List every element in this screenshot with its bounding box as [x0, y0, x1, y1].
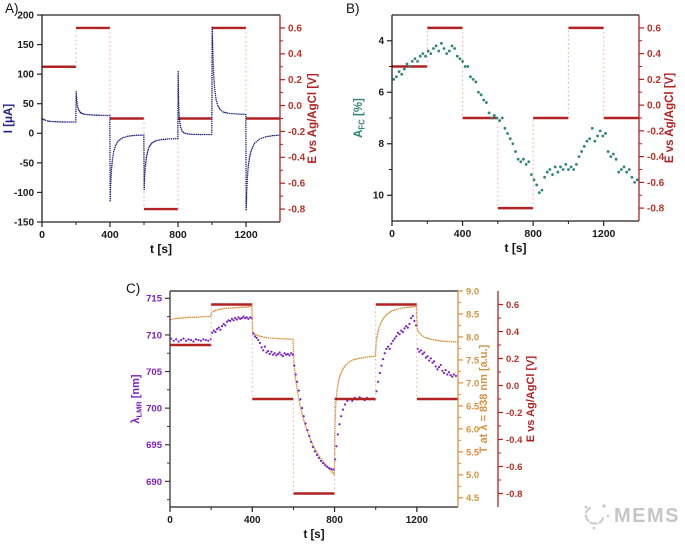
svg-text:-0.6: -0.6: [647, 178, 665, 189]
svg-text:0.2: 0.2: [506, 354, 519, 365]
panel-label-c: C): [126, 281, 141, 296]
svg-text:-0.8: -0.8: [647, 204, 665, 215]
svg-text:100: 100: [17, 70, 34, 81]
svg-text:7.0: 7.0: [466, 378, 479, 389]
svg-text:-0.2: -0.2: [506, 408, 522, 419]
svg-text:-0.4: -0.4: [288, 153, 306, 164]
svg-text:8: 8: [378, 139, 384, 150]
svg-text:710: 710: [146, 330, 162, 341]
svg-text:0.4: 0.4: [506, 327, 520, 338]
svg-text:0.2: 0.2: [288, 75, 302, 86]
svg-text:800: 800: [326, 515, 343, 526]
svg-text:0.0: 0.0: [288, 101, 302, 112]
svg-text:T at λ = 838 nm [a.u.]: T at λ = 838 nm [a.u.]: [478, 344, 490, 453]
mems-watermark: MEMS: [581, 500, 680, 532]
svg-text:λLMR [nm]: λLMR [nm]: [130, 374, 144, 424]
svg-text:800: 800: [524, 228, 542, 240]
series-potential: [42, 26, 280, 211]
svg-text:-0.2: -0.2: [288, 127, 306, 138]
mems-watermark-text: MEMS: [614, 504, 680, 527]
svg-text:-0.6: -0.6: [506, 462, 522, 473]
series-ferrocene-absorbance: [392, 41, 639, 195]
svg-text:200: 200: [17, 10, 34, 21]
svg-text:10: 10: [373, 191, 385, 202]
svg-text:695: 695: [146, 440, 163, 451]
svg-text:0.4: 0.4: [647, 49, 661, 60]
chart-panel-c: 0 400 800 1200 t [s] 690 695 700 705 710 715 λLMR […: [130, 286, 537, 541]
svg-text:690: 690: [146, 477, 162, 488]
svg-text:9.0: 9.0: [466, 286, 479, 297]
svg-text:0: 0: [39, 229, 45, 241]
svg-text:-150: -150: [14, 217, 34, 228]
svg-text:-0.4: -0.4: [506, 435, 523, 446]
svg-text:0.2: 0.2: [647, 75, 661, 86]
svg-text:-0.8: -0.8: [288, 204, 306, 215]
svg-text:1200: 1200: [406, 515, 429, 526]
chart-panel-a: 0 400 800 1200 t [s] -150 -100 -50 0 50 100 150 200 I…: [3, 10, 319, 256]
svg-text:700: 700: [146, 404, 162, 415]
svg-text:AFC [%]: AFC [%]: [353, 98, 367, 138]
svg-text:400: 400: [244, 515, 261, 526]
series-transmission: [170, 305, 459, 476]
mems-logo-icon: [584, 504, 610, 530]
svg-text:E vs Ag/AgCl [V]: E vs Ag/AgCl [V]: [307, 73, 319, 163]
svg-text:E vs Ag/AgCl [V]: E vs Ag/AgCl [V]: [525, 355, 537, 442]
svg-text:E vs Ag/AgCl [V]: E vs Ag/AgCl [V]: [664, 73, 676, 163]
svg-text:705: 705: [146, 367, 163, 378]
series-lmr-wavelength: [169, 314, 458, 471]
svg-text:8.5: 8.5: [466, 309, 480, 320]
svg-text:400: 400: [101, 229, 119, 241]
svg-text:4.5: 4.5: [466, 493, 480, 504]
svg-text:7.5: 7.5: [466, 355, 480, 366]
svg-text:715: 715: [146, 294, 163, 305]
svg-text:0.0: 0.0: [647, 101, 661, 112]
svg-text:6: 6: [378, 88, 384, 99]
svg-text:t [s]: t [s]: [150, 242, 172, 256]
svg-text:0: 0: [389, 228, 395, 240]
svg-text:800: 800: [169, 229, 187, 241]
svg-text:0: 0: [167, 515, 173, 526]
svg-text:-0.4: -0.4: [647, 152, 665, 163]
svg-text:-100: -100: [14, 188, 34, 199]
svg-text:0.6: 0.6: [647, 23, 661, 34]
svg-text:I [μA]: I [μA]: [3, 104, 15, 134]
svg-text:6.0: 6.0: [466, 424, 479, 435]
series-current: [41, 26, 281, 211]
svg-text:4: 4: [378, 36, 384, 47]
svg-text:8.0: 8.0: [466, 332, 479, 343]
panel-label-b: B): [346, 1, 360, 16]
svg-text:150: 150: [17, 40, 34, 51]
panel-label-a: A): [5, 1, 19, 16]
series-potential: [170, 303, 458, 495]
svg-text:-0.2: -0.2: [647, 126, 665, 137]
svg-text:0.6: 0.6: [506, 300, 519, 311]
svg-text:0.6: 0.6: [288, 23, 302, 34]
svg-text:50: 50: [23, 99, 35, 110]
series-potential: [392, 26, 639, 210]
svg-text:-50: -50: [20, 158, 35, 169]
chart-panel-b: 0 400 800 1200 t [s] 4 6 8 10 AFC [%] 0.6 0.4 0.2 0.0…: [353, 14, 676, 255]
svg-text:5.0: 5.0: [466, 470, 479, 481]
svg-text:t [s]: t [s]: [505, 241, 527, 255]
svg-text:0.0: 0.0: [506, 381, 519, 392]
svg-text:1200: 1200: [234, 229, 258, 241]
svg-text:-0.8: -0.8: [506, 489, 522, 500]
svg-text:400: 400: [454, 228, 472, 240]
svg-text:6.5: 6.5: [466, 401, 480, 412]
svg-text:t [s]: t [s]: [303, 529, 324, 541]
svg-text:1200: 1200: [592, 228, 616, 240]
svg-text:-0.6: -0.6: [288, 179, 306, 190]
svg-text:0.4: 0.4: [288, 49, 302, 60]
svg-text:0: 0: [28, 129, 34, 140]
svg-text:5.5: 5.5: [466, 447, 480, 458]
